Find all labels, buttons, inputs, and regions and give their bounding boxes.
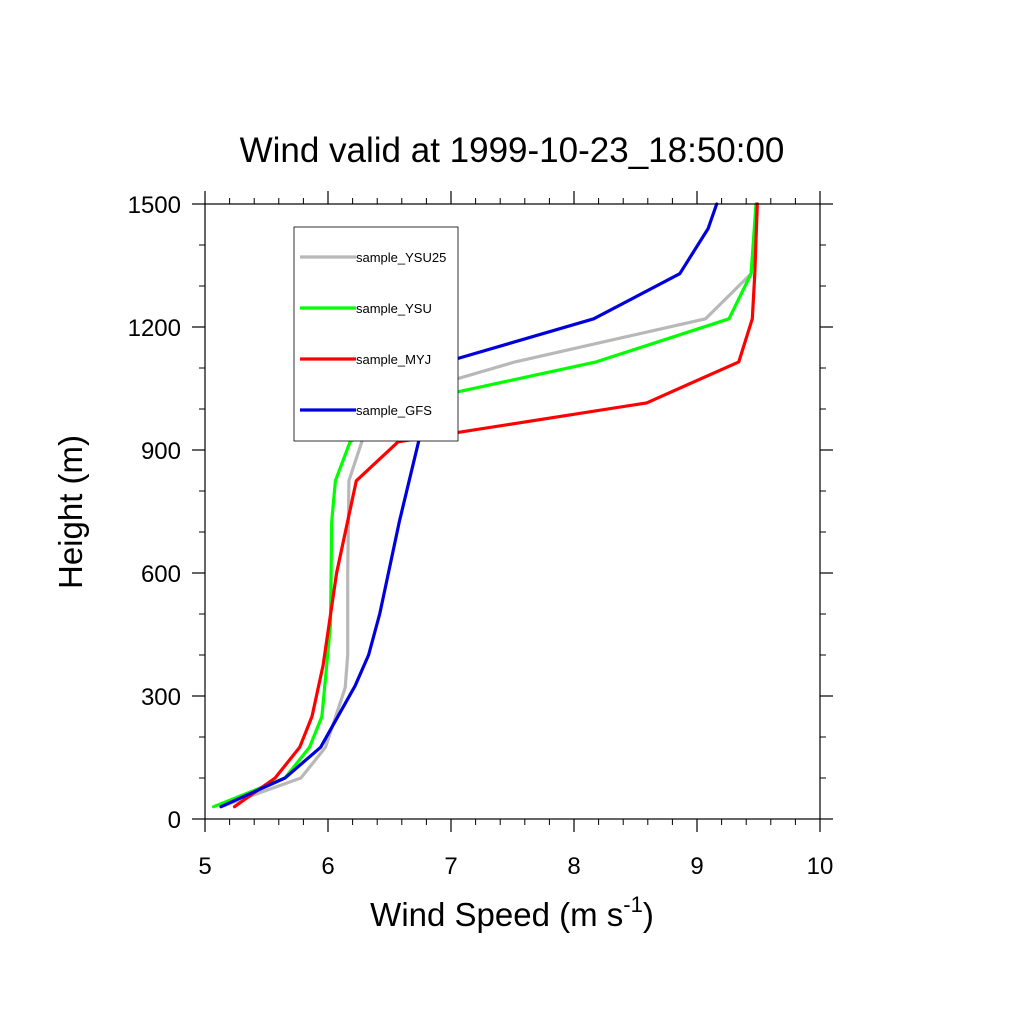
x-axis-label-main: Wind Speed (m s — [370, 896, 623, 933]
y-tick-label: 1500 — [128, 192, 181, 219]
x-tick-label: 7 — [444, 853, 457, 880]
x-tick-label: 5 — [198, 853, 211, 880]
x-axis-label-close: ) — [643, 896, 654, 933]
x-tick-label: 8 — [567, 853, 580, 880]
plot-frame — [192, 191, 833, 832]
x-tick-label: 9 — [690, 853, 703, 880]
legend-box — [293, 226, 459, 442]
y-tick-label: 300 — [141, 684, 181, 711]
series-line-0 — [219, 202, 759, 809]
y-axis-label: Height (m) — [52, 435, 89, 589]
x-axis-label-sup: -1 — [623, 892, 643, 917]
series-layer — [212, 202, 759, 809]
x-tick-label: 6 — [321, 853, 334, 880]
series-line-2 — [232, 202, 759, 809]
y-tick-labels: 0 300 600 900 1200 1500 — [128, 192, 181, 834]
y-tick-label: 600 — [141, 561, 181, 588]
chart-title: Wind valid at 1999-10-23_18:50:00 — [240, 131, 785, 170]
legend-label: sample_GFS — [356, 403, 432, 418]
series-line-3 — [219, 202, 719, 809]
x-tick-label: 10 — [807, 853, 834, 880]
legend-label: sample_YSU — [356, 301, 432, 316]
legend-label: sample_YSU25 — [356, 250, 446, 265]
legend: sample_YSU25 sample_YSU sample_MYJ sample_G… — [293, 226, 459, 442]
y-tick-label: 900 — [141, 438, 181, 465]
plot-border — [204, 203, 821, 820]
legend-label: sample_MYJ — [356, 352, 431, 367]
x-tick-labels: 5 6 7 8 9 10 — [198, 853, 833, 880]
series-line-1 — [212, 202, 758, 809]
y-tick-label: 0 — [168, 807, 181, 834]
y-tick-label: 1200 — [128, 315, 181, 342]
x-axis-label: Wind Speed (m s-1) — [370, 892, 654, 933]
